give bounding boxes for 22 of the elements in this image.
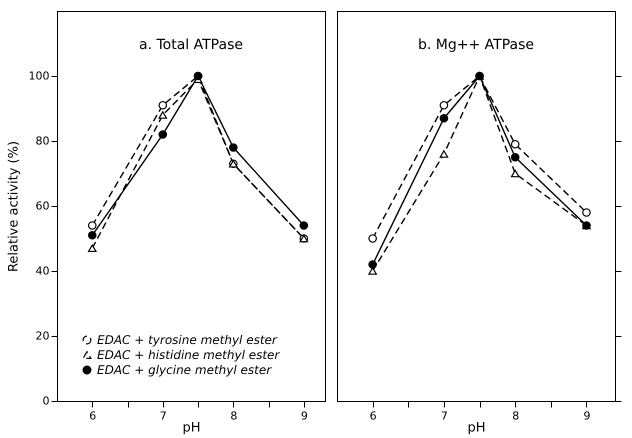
y-tick-label: 100 xyxy=(28,70,50,82)
y-tick-label: 80 xyxy=(36,134,50,148)
x-tick-label: 9 xyxy=(583,410,590,422)
text: a. Total ATPase xyxy=(139,37,243,53)
x-tick-label: 6 xyxy=(370,410,377,422)
x-tick-label: 6 xyxy=(89,410,96,422)
x-tick-label: 7 xyxy=(160,410,167,422)
legend-label: EDAC + tyrosine methyl ester xyxy=(97,333,278,347)
y-axis-title: Relative activity (%) xyxy=(6,140,22,272)
x-tick-label: 7 xyxy=(440,410,448,422)
legend-label: EDAC + histidine methyl ester xyxy=(97,348,280,362)
x-axis-title: pH xyxy=(182,420,201,436)
x-tick-label: 8 xyxy=(512,410,520,422)
x-tick-label: 8 xyxy=(230,410,238,422)
y-tick-label: 20 xyxy=(36,330,50,342)
y-tick-label: 60 xyxy=(36,200,50,212)
text: b. Mg++ ATPase xyxy=(418,37,534,53)
y-tick-label: 0 xyxy=(42,394,50,408)
y-tick-label: 40 xyxy=(36,264,50,278)
x-axis-title: pH xyxy=(467,420,486,436)
x-tick-label: 9 xyxy=(300,410,308,422)
legend-label: EDAC + glycine methyl ester xyxy=(97,363,272,377)
